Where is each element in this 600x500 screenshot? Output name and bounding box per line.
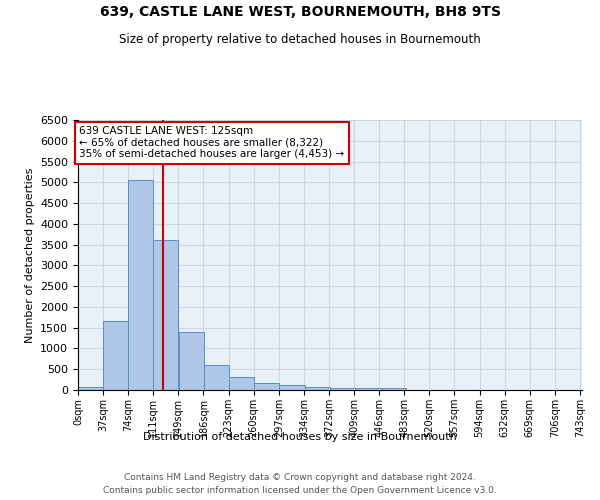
Bar (179, 332, 204, 390)
Bar (355, 388, 380, 390)
Bar (153, 240, 178, 390)
Text: Contains HM Land Registry data © Crown copyright and database right 2024.: Contains HM Land Registry data © Crown c… (124, 472, 476, 482)
Bar (128, 180, 153, 390)
Bar (229, 377, 254, 390)
Text: Size of property relative to detached houses in Bournemouth: Size of property relative to detached ho… (119, 32, 481, 46)
Bar (103, 322, 128, 390)
Bar (204, 365, 229, 390)
Text: 639, CASTLE LANE WEST, BOURNEMOUTH, BH8 9TS: 639, CASTLE LANE WEST, BOURNEMOUTH, BH8 … (100, 5, 500, 19)
Bar (380, 388, 406, 390)
Text: 639 CASTLE LANE WEST: 125sqm
← 65% of detached houses are smaller (8,322)
35% of: 639 CASTLE LANE WEST: 125sqm ← 65% of de… (79, 126, 344, 160)
Text: Distribution of detached houses by size in Bournemouth: Distribution of detached houses by size … (143, 432, 457, 442)
Bar (78, 387, 103, 390)
Bar (305, 386, 329, 390)
Bar (280, 385, 305, 390)
Text: Contains public sector information licensed under the Open Government Licence v3: Contains public sector information licen… (103, 486, 497, 495)
Bar (331, 388, 355, 390)
Bar (254, 383, 280, 390)
Y-axis label: Number of detached properties: Number of detached properties (25, 168, 35, 342)
